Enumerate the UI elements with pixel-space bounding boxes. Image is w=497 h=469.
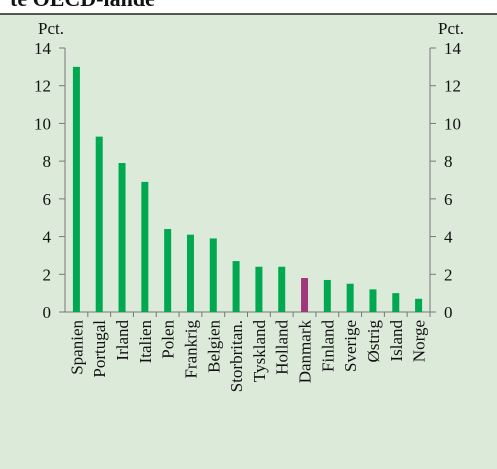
bar [278,266,286,312]
y-axis-label: Pct. [38,19,64,38]
x-tick-label: Danmark [296,320,315,384]
x-tick-label: Belgien [204,320,223,373]
bar [141,181,149,312]
bar [369,289,377,312]
bar [72,66,80,312]
y2-tick-label: 4 [444,228,453,247]
y-tick-label: 0 [43,303,52,322]
y2-tick-label: 2 [444,265,453,284]
x-tick-label: Frankrig [181,320,200,379]
y2-tick-label: 0 [444,303,453,322]
x-tick-label: Holland [273,320,292,375]
x-tick-label: Storbritan. [227,320,246,392]
y2-tick-label: 8 [444,152,453,171]
y2-tick-label: 12 [444,77,461,96]
y-tick-label: 8 [43,152,52,171]
bar [346,283,354,312]
x-tick-label: Polen [159,320,178,359]
y-tick-label: 2 [43,265,52,284]
x-tick-label: Østrig [364,320,383,363]
bar [95,136,103,312]
bar [301,278,309,312]
x-tick-label: Island [387,320,406,362]
y-tick-label: 12 [34,77,51,96]
bar [209,238,217,312]
bar [323,279,331,312]
y2-tick-label: 10 [444,114,461,133]
x-tick-label: Italien [136,320,155,364]
x-tick-label: Irland [113,320,132,361]
y-tick-label: 10 [34,114,51,133]
x-tick-label: Finland [318,320,337,372]
x-tick-label: Spanien [67,320,86,375]
bar [415,298,423,312]
bar [392,293,400,312]
x-tick-label: Sverige [341,320,360,372]
bar [232,261,240,312]
y-tick-label: 14 [34,39,52,58]
y2-tick-label: 6 [444,190,453,209]
y2-axis-label: Pct. [438,19,464,38]
x-tick-label: Portugal [90,320,109,378]
x-tick-label: Norge [410,320,429,362]
y-tick-label: 4 [43,228,52,247]
title-band [0,0,497,14]
bar [164,229,172,312]
bar [118,163,126,312]
y-tick-label: 6 [43,190,52,209]
bar [186,234,194,312]
bar [255,266,263,312]
y2-tick-label: 14 [444,39,462,58]
chart-title: te OECD-lande [10,0,155,11]
x-tick-label: Tyskland [250,320,269,383]
